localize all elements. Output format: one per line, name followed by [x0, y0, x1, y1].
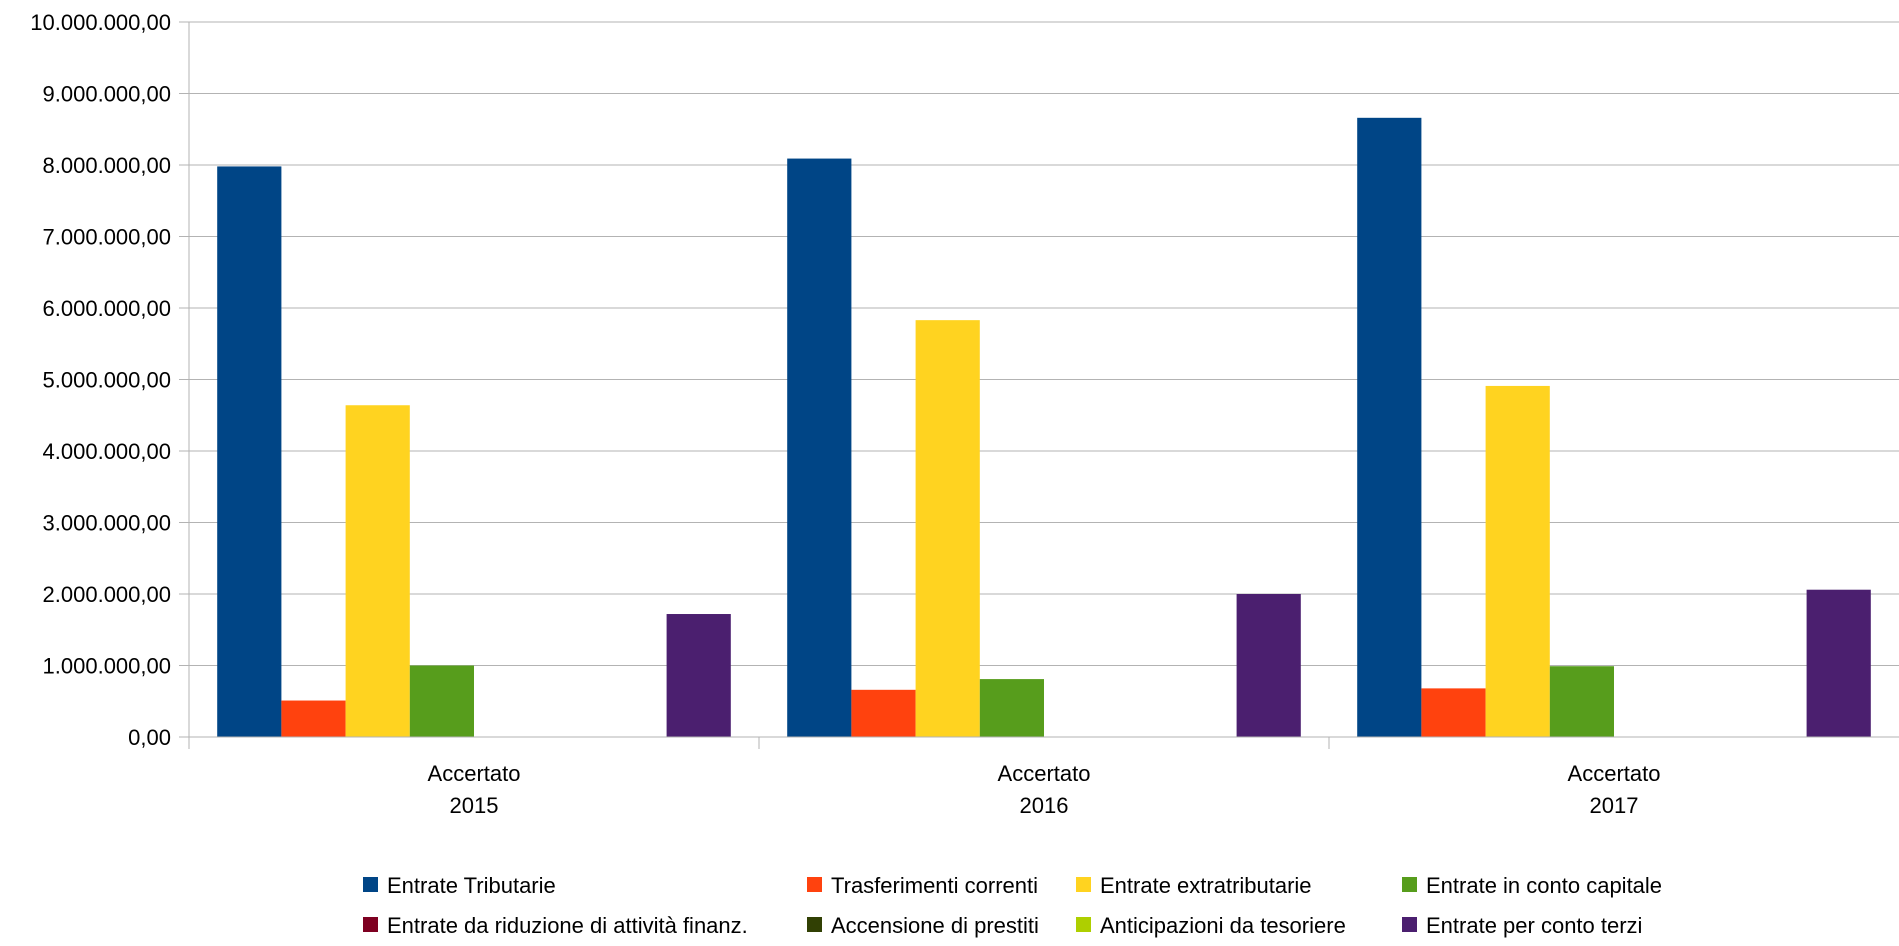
legend-label: Entrate Tributarie: [387, 873, 556, 898]
bar: [1357, 117, 1422, 737]
legend-label: Entrate extratributarie: [1100, 873, 1312, 898]
legend-item: Entrate extratributarie: [1076, 873, 1312, 898]
y-tick-label: 2.000.000,00: [43, 582, 171, 607]
x-category-label-line: 2015: [450, 793, 499, 818]
bar: [915, 320, 980, 737]
legend-item: Entrate Tributarie: [363, 873, 556, 898]
legend-item: Entrate per conto terzi: [1402, 913, 1642, 938]
gridlines: [189, 21, 1899, 738]
legend-label: Accensione di prestiti: [831, 913, 1039, 938]
y-tick-label: 6.000.000,00: [43, 296, 171, 321]
y-tick-label: 5.000.000,00: [43, 368, 171, 393]
y-tick-label: 10.000.000,00: [30, 10, 171, 35]
bar: [217, 166, 282, 737]
x-category-label-line: Accertato: [428, 761, 521, 786]
y-tick-label: 8.000.000,00: [43, 153, 171, 178]
legend-swatch: [1402, 917, 1417, 932]
x-axis-category-labels: Accertato 2015 Accertato 2016 Accertato 2017: [428, 761, 1661, 818]
x-category-label: Accertato 2016: [998, 761, 1091, 818]
y-axis-tick-labels: 0,00 1.000.000,00 2.000.000,00 3.000.000,00…: [30, 10, 171, 750]
legend-swatch: [363, 917, 378, 932]
bar: [409, 665, 474, 737]
bar: [979, 679, 1044, 737]
legend-label: Trasferimenti correnti: [831, 873, 1038, 898]
y-tick-label: 4.000.000,00: [43, 439, 171, 464]
bar: [666, 614, 731, 737]
y-tick-label: 3.000.000,00: [43, 511, 171, 536]
bar: [787, 158, 852, 737]
legend-label: Entrate da riduzione di attività finanz.: [387, 913, 748, 938]
y-tick-label: 9.000.000,00: [43, 82, 171, 107]
legend-label: Entrate per conto terzi: [1426, 913, 1642, 938]
legend-swatch: [1076, 877, 1091, 892]
legend-swatch: [807, 877, 822, 892]
legend-swatch: [363, 877, 378, 892]
axes: [179, 21, 1899, 749]
legend-label: Anticipazioni da tesoriere: [1100, 913, 1346, 938]
bar: [851, 689, 916, 737]
legend-swatch: [1076, 917, 1091, 932]
bar: [1236, 594, 1301, 737]
bar: [1806, 589, 1871, 737]
x-category-label: Accertato 2017: [1568, 761, 1661, 818]
legend-swatch: [1402, 877, 1417, 892]
legend-item: Anticipazioni da tesoriere: [1076, 913, 1346, 938]
bars: [217, 117, 1871, 737]
x-category-label-line: 2016: [1020, 793, 1069, 818]
legend-item: Entrate in conto capitale: [1402, 873, 1662, 898]
x-category-label: Accertato 2015: [428, 761, 521, 818]
legend-swatch: [807, 917, 822, 932]
bar: [345, 405, 410, 737]
legend-label: Entrate in conto capitale: [1426, 873, 1662, 898]
legend-item: Entrate da riduzione di attività finanz.: [363, 913, 748, 938]
x-category-label-line: 2017: [1590, 793, 1639, 818]
legend-item: Accensione di prestiti: [807, 913, 1039, 938]
x-category-label-line: Accertato: [1568, 761, 1661, 786]
bar: [1549, 666, 1614, 737]
bar: [1421, 688, 1486, 737]
legend: Entrate Tributarie Trasferimenti correnti…: [363, 873, 1662, 938]
y-tick-label: 1.000.000,00: [43, 654, 171, 679]
x-category-label-line: Accertato: [998, 761, 1091, 786]
bar: [1485, 385, 1550, 737]
legend-item: Trasferimenti correnti: [807, 873, 1038, 898]
y-tick-label: 7.000.000,00: [43, 225, 171, 250]
bar: [281, 700, 346, 737]
y-tick-label: 0,00: [128, 725, 171, 750]
